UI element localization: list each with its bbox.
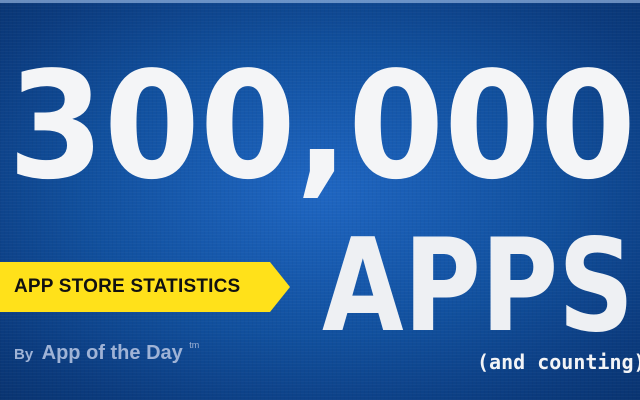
headline-number: 300,000 — [8, 52, 636, 212]
top-border-line — [0, 0, 640, 3]
byline: By App of the Day tm — [14, 340, 200, 365]
headline-word-graphic: APPS — [322, 218, 634, 338]
byline-prefix: By — [14, 346, 34, 363]
headline-number-graphic: 300,000 — [8, 52, 636, 212]
banner-ribbon — [0, 262, 290, 312]
headline-word: APPS — [322, 218, 634, 338]
banner-label: APP STORE STATISTICS — [14, 276, 241, 297]
headline-note: (and counting) — [477, 350, 640, 374]
byline-brand-name: App of the Day — [41, 342, 183, 364]
banner-ribbon-shape — [0, 262, 290, 312]
trademark-mark: tm — [189, 340, 200, 350]
